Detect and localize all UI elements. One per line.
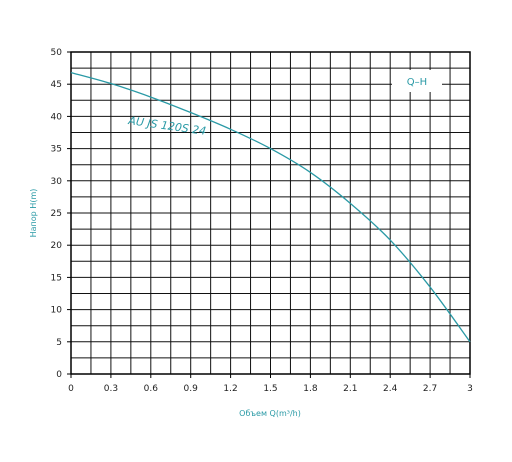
x-tick-label: 3 [467, 384, 473, 394]
y-tick-label: 40 [51, 112, 63, 122]
y-tick-label: 15 [51, 273, 62, 283]
y-tick-label: 10 [51, 306, 63, 316]
y-axis-ticks: 0 5 10 15 20 25 30 35 40 45 50 [51, 48, 71, 380]
grid [70, 51, 471, 375]
x-tick-label: 0.3 [104, 384, 118, 394]
y-tick-label: 20 [51, 241, 63, 251]
x-tick-label: 2.4 [383, 384, 398, 394]
y-tick-label: 50 [51, 48, 63, 58]
x-tick-label: 1.8 [303, 384, 318, 394]
y-tick-label: 25 [51, 209, 62, 219]
series-label: AU JS 120S 24 [127, 114, 207, 138]
x-tick-label: 1.5 [263, 384, 277, 394]
series-layer [70, 71, 471, 343]
legend-box [392, 70, 442, 92]
y-tick-label: 45 [51, 80, 62, 90]
x-tick-label: 1.2 [223, 384, 237, 394]
x-tick-label: 2.1 [343, 384, 357, 394]
x-tick-label: 0.6 [144, 384, 159, 394]
x-axis-ticks: 0 0.3 0.6 0.9 1.2 1.5 1.8 2.1 2.4 2.7 3 [68, 374, 473, 394]
y-tick-label: 5 [56, 338, 62, 348]
y-tick-label: 35 [51, 145, 62, 155]
series-line [70, 71, 471, 343]
x-tick-label: 0.9 [184, 384, 199, 394]
x-tick-label: 2.7 [423, 384, 437, 394]
legend: Q–H [392, 70, 442, 92]
legend-label: Q–H [407, 77, 427, 88]
y-tick-label: 30 [51, 177, 63, 187]
y-axis-title: Напор H(m) [29, 189, 38, 238]
x-tick-label: 0 [68, 384, 74, 394]
y-tick-label: 0 [56, 370, 62, 380]
x-axis-title: Объем Q(m³/h) [239, 409, 301, 418]
